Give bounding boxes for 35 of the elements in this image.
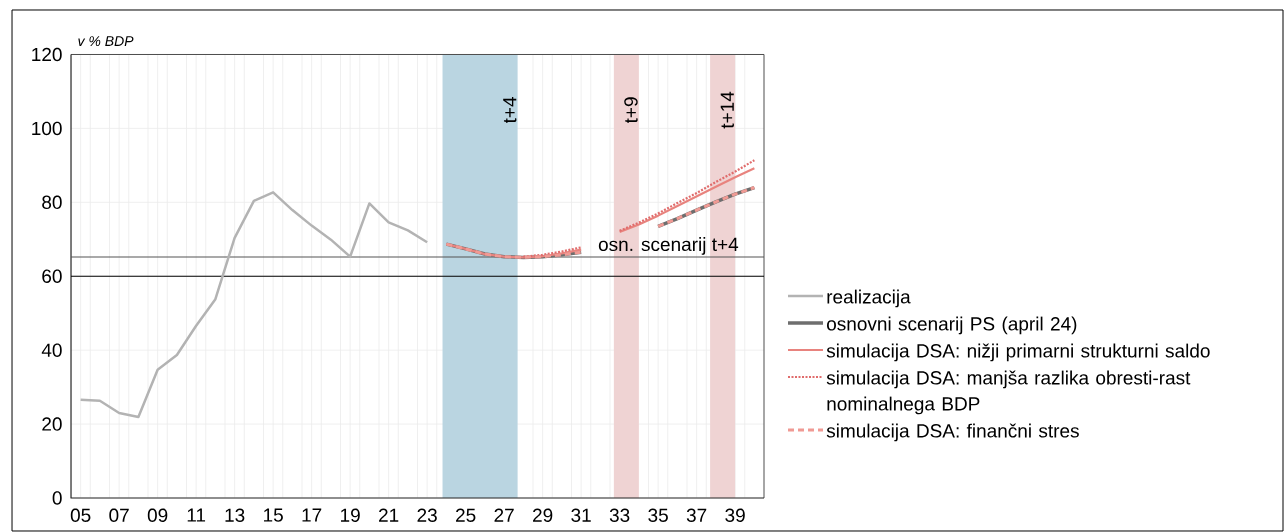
legend-label: osnovni scenarij PS (april 24): [827, 316, 1077, 335]
ref-line-label: osn. scenarij t+4: [598, 237, 739, 255]
y-tick-label: 100: [32, 121, 62, 136]
x-tick-label: 05: [70, 508, 91, 522]
band-label: t+14: [720, 91, 734, 129]
y-tick-label: 40: [41, 343, 62, 357]
x-tick-label: 23: [417, 508, 437, 522]
x-tick-label: 35: [648, 508, 668, 522]
x-tick-label: 37: [686, 508, 707, 522]
x-tick-label: 27: [494, 508, 514, 522]
y-tick-label: 0: [52, 491, 62, 505]
band-label: t+9: [624, 97, 638, 124]
y-tick-label: 120: [32, 47, 62, 62]
x-tick-label: 33: [609, 508, 630, 522]
legend-label: simulacija DSA: nižji primarni strukturni saldo: [826, 343, 1210, 362]
x-tick-label: 19: [341, 508, 360, 522]
y-tick-label: 60: [42, 269, 62, 283]
y-tick-label: 80: [42, 195, 62, 210]
x-tick-label: 29: [533, 508, 553, 522]
x-tick-label: 25: [456, 508, 476, 522]
legend-label: simulacija DSA: finančni stres: [826, 423, 1079, 442]
x-tick-label: 31: [571, 508, 591, 522]
x-tick-label: 11: [187, 508, 206, 522]
x-tick-label: 17: [302, 508, 322, 522]
x-tick-label: 21: [379, 508, 399, 522]
x-tick-label: 07: [109, 508, 129, 522]
band-label: t+4: [503, 97, 517, 124]
x-tick-label: 15: [264, 508, 283, 522]
line-series: [79, 191, 429, 419]
y-axis-title: v % BDP: [78, 36, 134, 46]
x-tick-label: 09: [147, 508, 168, 522]
legend-label: realizacija: [827, 289, 911, 308]
x-tick-label: 39: [725, 508, 745, 522]
y-tick-label: 20: [42, 417, 62, 431]
x-tick-label: 13: [225, 508, 245, 522]
